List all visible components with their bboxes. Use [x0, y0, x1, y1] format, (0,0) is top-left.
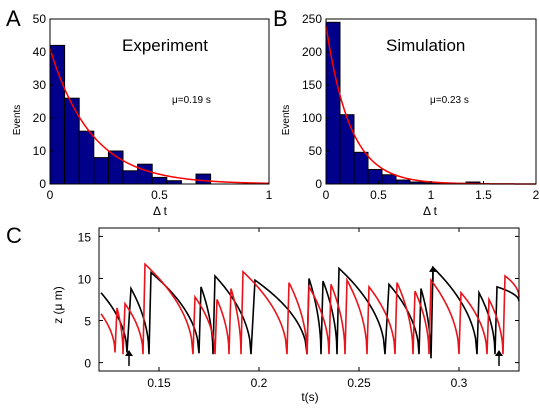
panelb-y-tick-label: 0	[315, 177, 322, 191]
panel-c-y-tick-label: 15	[78, 230, 92, 244]
panela-bar	[93, 157, 109, 185]
panel-c-axes-box	[98, 227, 520, 372]
panel-b-mean-annotation: μ=0.23 s	[430, 95, 469, 106]
panela-bar	[195, 173, 212, 185]
panela-y-tick-label: 0	[39, 177, 46, 191]
panelb-x-tick-label: 1	[428, 188, 435, 202]
panel-c-arrow-head	[429, 265, 437, 272]
panel-c-x-tick-label: 0.25	[347, 376, 371, 390]
panel-c-y-tick-label: 10	[78, 272, 92, 286]
panel-b-histogram: 0 50 100 150 200 250 0 0.5 1 1.5 2 Simulation μ=0…	[281, 12, 540, 218]
panela-bar	[122, 170, 139, 185]
panelb-bar	[395, 179, 411, 185]
panelb-bar	[367, 168, 383, 185]
panela-bar	[64, 97, 80, 185]
panel-letter-b: B	[273, 6, 288, 31]
panela-y-tick-label: 10	[33, 144, 47, 158]
panela-y-tick-label: 50	[33, 12, 47, 26]
panel-letter-a: A	[6, 6, 21, 31]
panel-a-x-ticks: 0 0.5 1	[47, 181, 273, 202]
panel-a-x-label: Δ t	[153, 204, 168, 218]
panel-c-x-tick-label: 0.15	[147, 376, 171, 390]
panel-c-y-tick-label: 5	[84, 315, 91, 329]
panelb-y-tick-label: 200	[302, 45, 322, 59]
panela-bar	[78, 130, 95, 185]
panela-x-tick-label: 0.5	[151, 188, 168, 202]
panelb-x-tick-label: 2	[533, 188, 540, 202]
panel-c-trace-black	[100, 265, 520, 359]
panel-b-title: Simulation	[386, 36, 465, 55]
panel-c-y-tick-label: 0	[84, 357, 91, 371]
panela-bar	[49, 44, 66, 185]
panel-a-y-label: Events	[12, 105, 23, 136]
panelb-bar	[339, 114, 355, 185]
panelb-y-tick-label: 100	[302, 111, 322, 125]
panel-b-y-label: Events	[281, 105, 292, 136]
panelb-bar	[381, 174, 397, 185]
panelb-x-tick-label: 1.5	[475, 188, 492, 202]
panel-letter-c: C	[6, 223, 22, 248]
panel-c-traces	[100, 262, 520, 359]
panelb-y-tick-label: 250	[302, 12, 322, 26]
panela-bar	[137, 163, 153, 185]
panel-a-bars	[49, 44, 212, 185]
panelb-x-tick-label: 0.5	[370, 188, 387, 202]
panel-a-y-ticks: 0 10 20 30 40 50	[33, 12, 53, 191]
panela-x-tick-label: 0	[47, 188, 54, 202]
panel-c-arrows	[125, 265, 503, 366]
panel-c-x-ticks: 0.15 0.2 0.25 0.3	[147, 228, 468, 390]
panel-c-arrow-head	[495, 349, 503, 356]
panel-c-x-tick-label: 0.3	[451, 376, 468, 390]
panel-c-x-tick-label: 0.2	[251, 376, 268, 390]
panela-y-tick-label: 30	[33, 78, 47, 92]
panel-c-y-ticks: 0 5 10 15	[78, 230, 519, 371]
panelb-y-tick-label: 50	[309, 144, 323, 158]
panel-c-arrow-head	[125, 349, 133, 356]
panelb-bar	[325, 21, 341, 185]
panel-a-fit-curve	[49, 48, 270, 185]
panel-c-trace-red	[100, 262, 520, 355]
panelb-y-tick-label: 150	[302, 78, 322, 92]
panel-c-x-label: t(s)	[301, 390, 318, 404]
panel-a-mean-annotation: μ=0.19 s	[172, 95, 211, 106]
panela-y-tick-label: 40	[33, 45, 47, 59]
panel-b-y-ticks: 0 50 100 150 200 250	[302, 12, 329, 191]
panela-x-tick-label: 1	[266, 188, 273, 202]
panelb-x-tick-label: 0	[323, 188, 330, 202]
panel-c-trace-plot: 0 5 10 15 0.15 0.2 0.25 0.3 t(s) z (μ m)	[51, 227, 520, 404]
panel-b-x-label: Δ t	[423, 204, 438, 218]
panela-y-tick-label: 20	[33, 111, 47, 125]
panel-c-y-label: z (μ m)	[51, 286, 65, 324]
panel-a-title: Experiment	[122, 36, 208, 55]
panel-b-x-ticks: 0 0.5 1 1.5 2	[323, 181, 540, 202]
panelb-bar	[353, 151, 369, 185]
